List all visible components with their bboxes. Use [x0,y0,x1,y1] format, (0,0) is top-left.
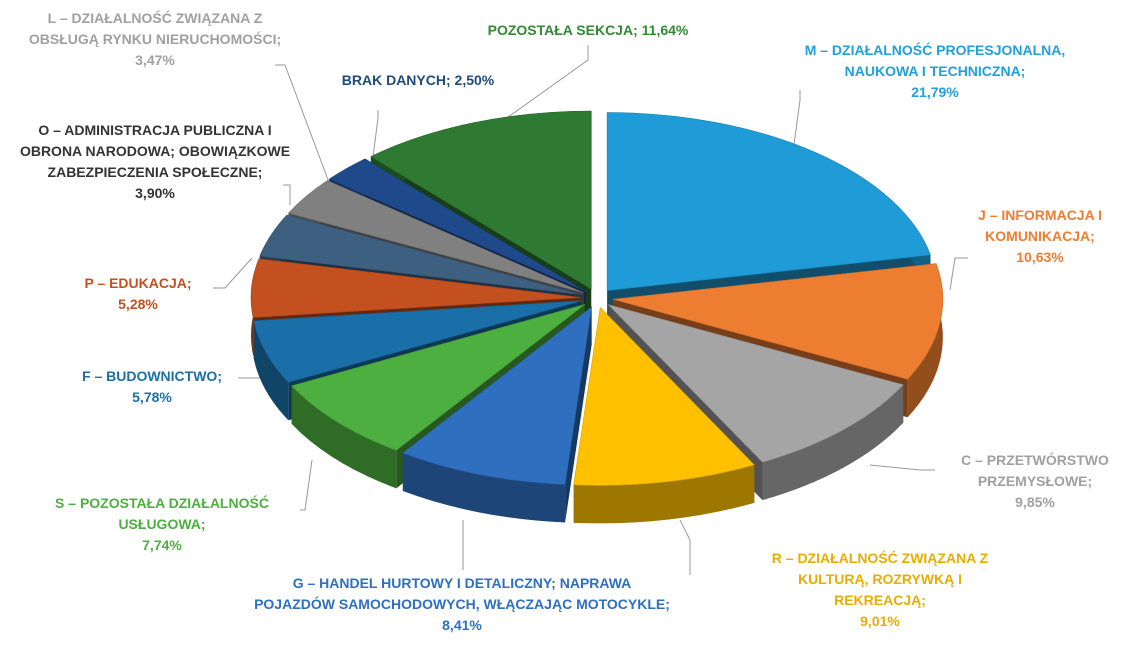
value-label: 5,78% [132,389,172,405]
leader-line [213,257,253,289]
value-label: 11,64% [641,22,689,38]
data-label: O – ADMINISTRACJA PUBLICZNA I OBRONA NAR… [15,120,295,204]
category-label: S – POZOSTAŁA DZIAŁALNOŚĆ USŁUGOWA; [55,495,269,532]
slice [573,306,755,486]
value-label: 5,28% [118,296,158,312]
value-label: 10,63% [1016,249,1064,265]
data-label: P – EDUKACJA; 5,28% [58,273,218,315]
value-label: 21,79% [911,84,959,100]
value-label: 7,74% [142,537,182,553]
slice [402,306,593,485]
slice-side [291,385,397,489]
data-label: L – DZIAŁALNOŚĆ ZWIĄZANA Z OBSŁUGĄ RYNKU… [25,8,285,71]
data-label: F – BUDOWNICTWO; 5,78% [52,366,252,408]
slice [259,214,583,296]
leader-line [869,464,935,471]
category-label: POZOSTAŁA SEKCJA; [487,22,638,38]
slice-side [253,320,289,421]
slice [402,306,593,523]
leader-line [300,459,313,511]
slice [612,263,944,380]
category-label: L – DZIAŁALNOŚĆ ZWIĄZANA Z OBSŁUGĄ RYNKU… [28,10,282,47]
leader-line [792,90,801,153]
leader-line [275,64,331,186]
category-label: O – ADMINISTRACJA PUBLICZNA I OBRONA NAR… [19,122,291,180]
data-label: J – INFORMACJA I KOMUNIKACJA; 10,63% [965,205,1115,268]
leader-line [949,257,968,291]
data-label: POZOSTAŁA SEKCJA; 11,64% [428,20,748,41]
slice-side [573,464,755,524]
data-label: M – DZIAŁALNOŚĆ PROFESJONALNA, NAUKOWA I… [785,40,1085,103]
data-label: S – POZOSTAŁA DZIAŁALNOŚĆ USŁUGOWA; 7,74… [42,493,282,556]
slice-side [907,263,943,418]
category-label: M – DZIAŁALNOŚĆ PROFESJONALNA, NAUKOWA I… [804,42,1066,79]
data-label: BRAK DANYCH; 2,50% [298,70,538,91]
leader-line [371,110,379,166]
value-label: 3,90% [135,185,175,201]
value-label: 3,47% [135,52,175,68]
data-label: G – HANDEL HURTOWY I DETALICZNY; NAPRAWA… [252,573,672,636]
category-label: G – HANDEL HURTOWY I DETALICZNY; NAPRAWA… [254,575,670,612]
value-label: 2,50% [454,72,495,88]
leader-line [489,45,589,131]
slice [287,180,584,294]
category-label: P – EDUKACJA; [84,275,192,291]
slice [607,304,904,463]
leader-line [283,184,291,205]
category-label: F – BUDOWNICTWO; [82,368,222,384]
value-label: 9,85% [1015,494,1055,510]
data-label: R – DZIAŁALNOŚĆ ZWIĄZANA Z KULTURĄ, ROZR… [755,548,1005,632]
slice [370,110,592,290]
category-label: J – INFORMACJA I KOMUNIKACJA; [978,207,1102,244]
category-label: BRAK DANYCH; [341,72,451,88]
leader-lines [213,45,968,575]
category-label: C – PRZETWÓRSTWO PRZEMYSŁOWE; [961,452,1109,489]
slice [291,304,586,451]
slice [328,158,586,292]
slice [250,258,582,318]
slice [573,306,755,524]
value-label: 9,01% [860,613,900,629]
slice-wall [565,307,592,523]
slice [606,112,931,291]
category-label: R – DZIAŁALNOŚĆ ZWIĄZANA Z KULTURĄ, ROZR… [771,550,989,608]
value-label: 8,41% [442,617,482,633]
slice-side [402,453,566,523]
data-label: C – PRZETWÓRSTWO PRZEMYSŁOWE; 9,85% [948,450,1121,513]
leader-line [679,519,691,575]
slice-side [762,384,904,501]
slice [253,300,582,383]
